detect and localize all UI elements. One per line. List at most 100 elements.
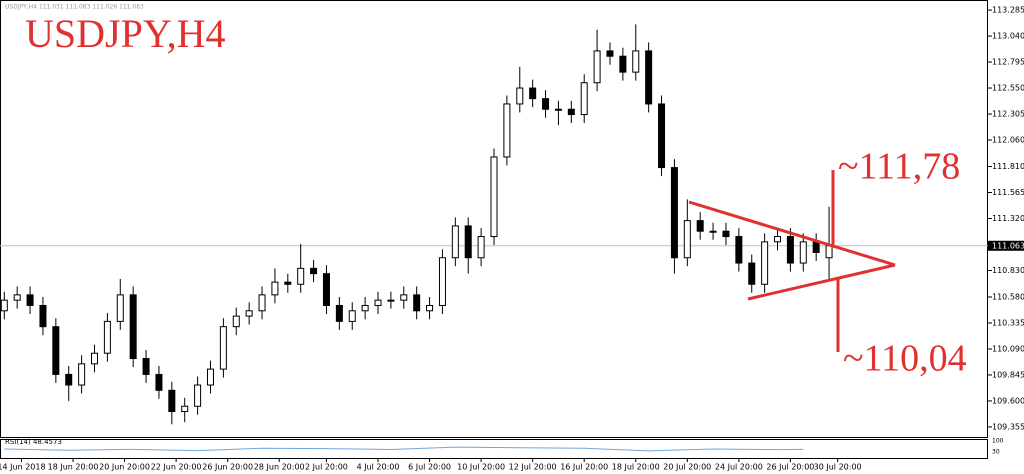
candle-body <box>529 87 537 100</box>
candle-body <box>155 373 163 391</box>
candle-body <box>580 82 588 116</box>
candle-body <box>464 225 472 259</box>
candle-body <box>284 281 292 285</box>
candle-body <box>168 389 176 413</box>
candle-body <box>194 384 202 407</box>
x-tick-label: 4 Jul 20:00 <box>357 463 400 472</box>
candle-body <box>451 225 459 259</box>
candle-body <box>258 294 266 312</box>
x-tick-label: 12 Jul 20:00 <box>509 463 557 472</box>
candle-body <box>232 315 240 328</box>
candle-body <box>65 373 73 386</box>
y-tick-label: 111.565 <box>992 188 1024 197</box>
x-tick-label: 28 Jun 20:00 <box>254 463 305 472</box>
y-tick-label: 111.810 <box>992 162 1024 171</box>
candle-body <box>748 262 756 285</box>
rsi-tick-label: 30 <box>992 449 1000 456</box>
candle-body <box>645 50 653 105</box>
candle-body <box>413 294 421 312</box>
x-tick-label: 22 Jun 20:00 <box>151 463 202 472</box>
rsi-label: RSI(14) 48.4573 <box>5 438 62 446</box>
x-tick-label: 14 Jun 2018 <box>0 463 46 472</box>
y-tick-label: 113.285 <box>992 6 1024 15</box>
candle-body <box>374 299 382 306</box>
candle-body <box>554 108 562 111</box>
y-tick-label: 109.355 <box>992 422 1024 431</box>
rsi-line <box>4 446 804 452</box>
candle-body <box>632 50 640 73</box>
candle-body <box>322 273 330 306</box>
candle-body <box>271 281 279 296</box>
candle-body <box>129 294 137 360</box>
candle-body <box>26 294 34 306</box>
y-tick-label: 113.040 <box>992 32 1024 41</box>
candle-body <box>696 220 704 232</box>
candle-body <box>400 294 408 301</box>
y-tick-label: 112.060 <box>992 136 1024 145</box>
candle-body <box>116 294 124 322</box>
candle-body <box>181 405 189 413</box>
candle-body <box>606 50 614 57</box>
triangle-annotation <box>688 170 896 352</box>
x-tick-label: 24 Jul 20:00 <box>715 463 763 472</box>
y-tick-label: 110.830 <box>992 266 1024 275</box>
candle-body <box>670 167 678 259</box>
candle-body <box>709 230 717 233</box>
candle-body <box>503 103 511 158</box>
x-tick-label: 26 Jul 20:00 <box>766 463 814 472</box>
candle-body <box>52 326 60 375</box>
x-tick-label: 16 Jul 20:00 <box>560 463 608 472</box>
x-tick-label: 20 Jul 20:00 <box>663 463 711 472</box>
x-tick-label: 10 Jul 20:00 <box>457 463 505 472</box>
y-tick-label: 110.580 <box>992 292 1024 301</box>
candle-body <box>477 236 485 259</box>
chart-title: USDJPY,H4 <box>25 11 225 56</box>
candle-body <box>567 108 575 116</box>
x-tick-label: 18 Jun 20:00 <box>48 463 99 472</box>
candle-body <box>219 326 227 370</box>
x-tick-label: 20 Jun 20:00 <box>99 463 150 472</box>
annotation: ~111,78 <box>838 146 960 188</box>
candle-body <box>683 220 691 259</box>
candle-body <box>799 241 807 264</box>
annotation: ~110,04 <box>843 338 967 380</box>
rsi-frame <box>0 439 988 459</box>
candle-body <box>825 245 833 259</box>
candle-body <box>335 304 343 322</box>
y-tick-label: 112.305 <box>992 110 1024 119</box>
candle-body <box>103 320 111 354</box>
candle-body <box>722 230 730 238</box>
x-tick-label: 18 Jul 20:00 <box>612 463 660 472</box>
candle-body <box>297 267 305 285</box>
candle-body <box>310 267 318 275</box>
x-tick-label: 26 Jun 20:00 <box>202 463 253 472</box>
candle-body <box>542 98 550 110</box>
candle-body <box>0 299 8 312</box>
candle-body <box>735 236 743 264</box>
candle-body <box>78 363 86 386</box>
candle-body <box>361 304 369 312</box>
candle-body <box>348 310 356 322</box>
candle-body <box>593 50 601 84</box>
candle-body <box>774 236 782 243</box>
x-tick-label: 30 Jul 20:00 <box>814 463 862 472</box>
candle-body <box>619 55 627 73</box>
y-tick-label: 111.320 <box>992 214 1024 223</box>
y-tick-label: 112.795 <box>992 58 1024 67</box>
x-tick-label: 6 Jul 20:00 <box>408 463 451 472</box>
candle-body <box>812 241 820 253</box>
candle-body <box>206 368 214 386</box>
x-tick-label: 2 Jul 20:00 <box>305 463 348 472</box>
candle-body <box>91 352 99 365</box>
candle-body <box>426 304 434 312</box>
candle-body <box>387 299 395 302</box>
price-box <box>988 240 1024 251</box>
y-tick-label: 110.335 <box>992 318 1024 327</box>
candle-body <box>490 156 498 238</box>
y-tick-label: 112.550 <box>992 84 1024 93</box>
candle-body <box>786 236 794 264</box>
y-tick-label: 109.845 <box>992 370 1024 379</box>
rsi-tick-label: 100 <box>992 438 1004 445</box>
candle-body <box>658 103 666 169</box>
